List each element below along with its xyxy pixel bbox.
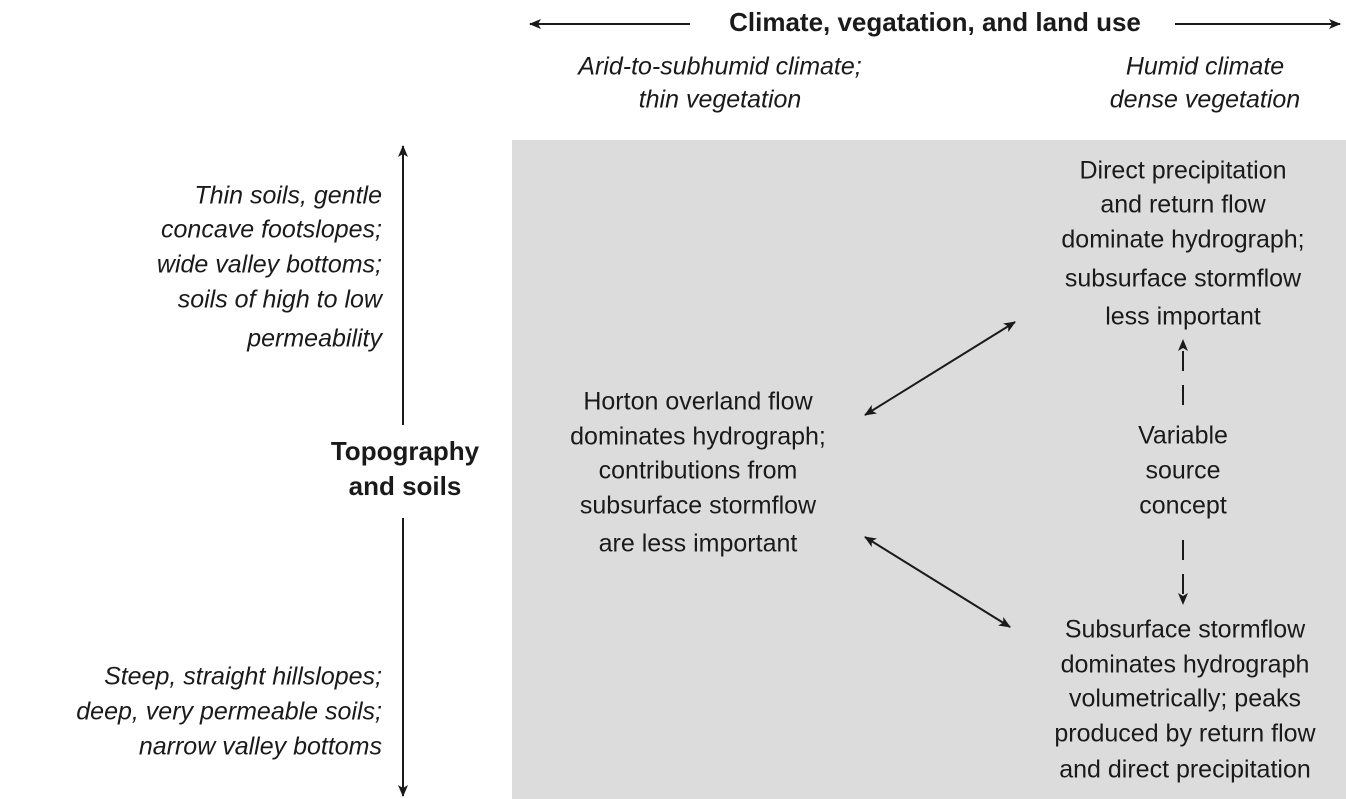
axis-end-label: deep, very permeable soils; — [76, 698, 382, 726]
node-label: Variable — [1138, 422, 1228, 450]
node-label: less important — [1105, 303, 1261, 331]
axis-end-label: concave footslopes; — [161, 216, 382, 244]
node-label: subsurface stormflow — [1065, 265, 1302, 293]
axis-end-label: Arid-to-subhumid climate; — [576, 53, 861, 81]
axis-title: Topography — [331, 436, 480, 466]
axis-end-label: wide valley bottoms; — [157, 251, 382, 279]
double-arrow — [864, 536, 1011, 628]
double-arrow — [864, 321, 1016, 416]
node-label: are less important — [599, 530, 798, 558]
axis-title: Climate, vegatation, and land use — [729, 7, 1141, 37]
node-label: subsurface stormflow — [580, 492, 817, 520]
node-label: dominates hydrograph; — [570, 423, 826, 451]
axis-end-label: Humid climate — [1126, 53, 1284, 81]
node-label: dominate hydrograph; — [1061, 226, 1304, 254]
node-label: Direct precipitation — [1079, 157, 1286, 185]
field-background — [512, 140, 1346, 799]
axis-end-label: permeability — [246, 325, 383, 353]
node-label: and direct precipitation — [1059, 756, 1311, 784]
node-label: source — [1145, 457, 1220, 485]
node-label: contributions from — [599, 457, 798, 485]
axis-end-label: soils of high to low — [178, 286, 384, 314]
node-label: Subsurface stormflow — [1065, 616, 1306, 644]
axis-end-label: dense vegetation — [1110, 86, 1300, 114]
axis-end-label: Steep, straight hillslopes; — [104, 663, 382, 691]
axis-end-label: Thin soils, gentle — [194, 182, 382, 210]
node-label: concept — [1139, 492, 1227, 520]
axis-end-label: thin vegetation — [639, 86, 802, 114]
axis-end-label: narrow valley bottoms — [139, 733, 382, 761]
node-label: Horton overland flow — [583, 388, 813, 416]
node-label: produced by return flow — [1054, 720, 1316, 748]
axis-title: and soils — [349, 471, 462, 501]
labels: Climate, vegatation, and land use Arid-to… — [76, 7, 1316, 784]
node-label: and return flow — [1100, 191, 1266, 219]
node-label: volumetrically; peaks — [1069, 685, 1301, 713]
node-label: dominates hydrograph — [1061, 651, 1310, 679]
